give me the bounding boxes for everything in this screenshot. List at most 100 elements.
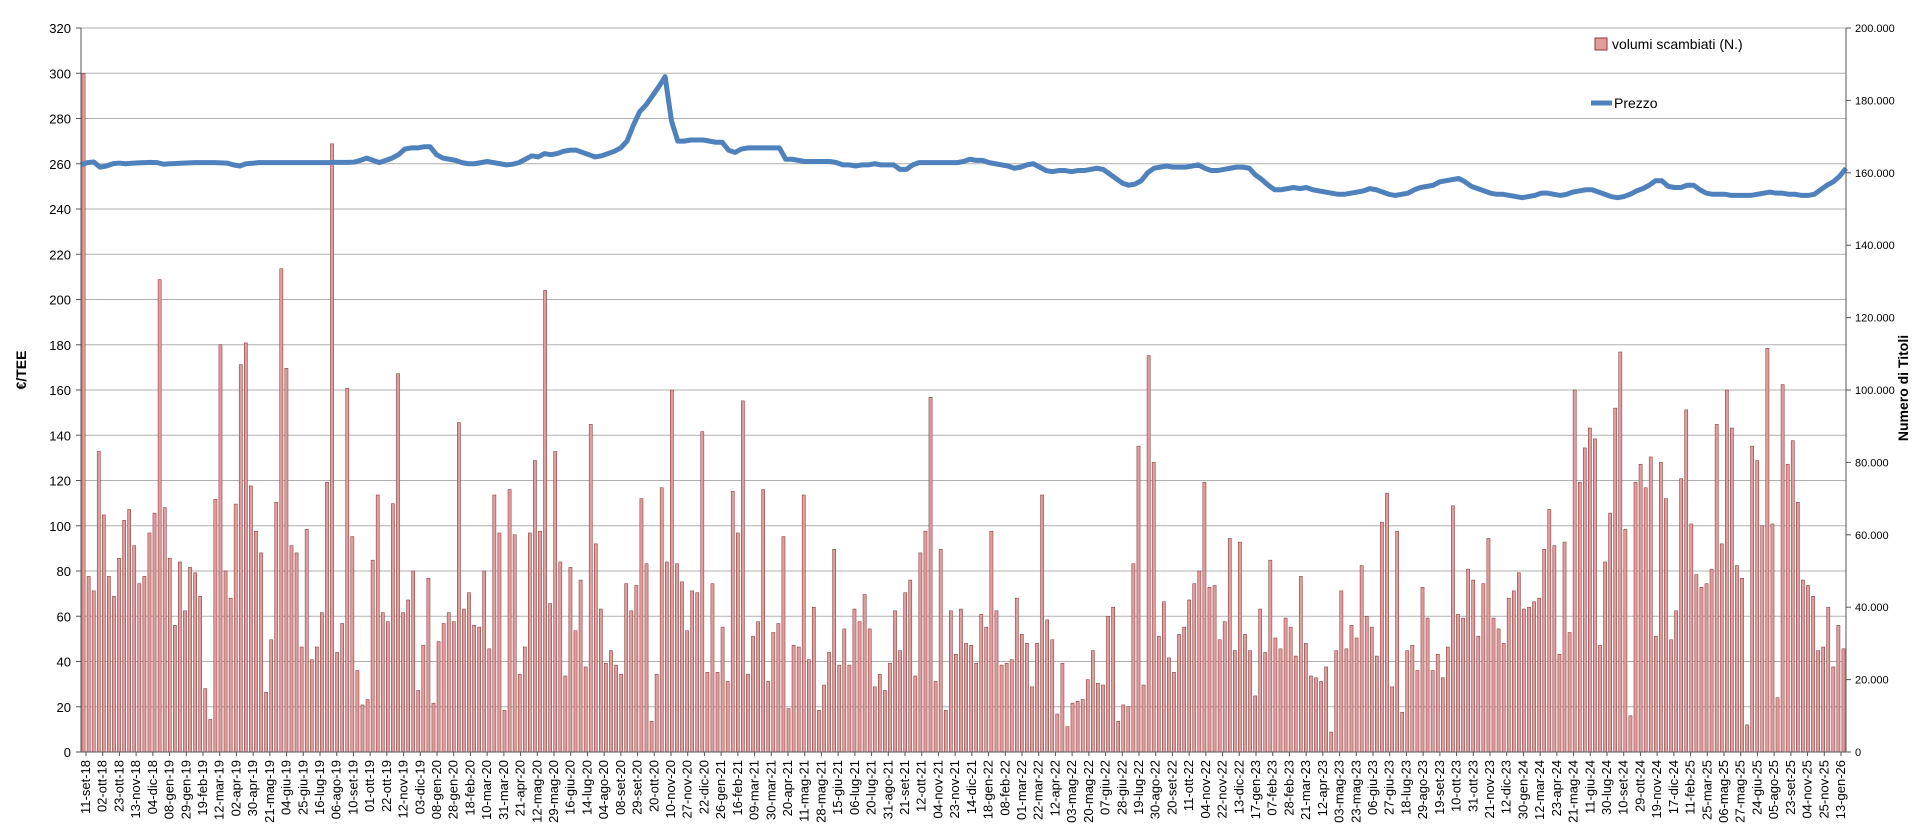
volume-bar: [1537, 597, 1541, 753]
x-tick-label: 03-mag-22: [1064, 760, 1079, 823]
volume-bar: [233, 503, 238, 753]
volume-bar: [467, 592, 471, 753]
x-tick-label: 20-apr-21: [780, 760, 795, 816]
x-tick-label: 11-feb-25: [1683, 760, 1698, 815]
x-tick-label: 19-feb-19: [195, 760, 210, 816]
volume-bar: [903, 592, 907, 753]
volume-bar: [923, 530, 928, 753]
volume-bar: [396, 373, 400, 753]
volume-bar: [1679, 478, 1683, 753]
volume-bar: [284, 368, 289, 753]
volume-bar: [512, 534, 517, 753]
volume-bar: [806, 659, 811, 753]
volume-bar: [1400, 711, 1405, 753]
volume-bar: [959, 608, 963, 753]
volume-bar: [1197, 570, 1202, 753]
volume-bar: [1014, 597, 1019, 753]
y-tick-left-label: 100: [49, 519, 71, 534]
volume-bar: [1623, 529, 1628, 753]
volume-bar: [1446, 646, 1450, 753]
volume-bar: [1811, 596, 1815, 753]
volume-bar: [386, 621, 390, 753]
volume-bar: [725, 681, 730, 753]
x-tick-label: 17-dic-24: [1666, 760, 1681, 814]
x-tick-label: 08-set-20: [613, 760, 628, 815]
y-tick-right-label: 60.000: [1855, 530, 1889, 542]
volume-bar: [1496, 628, 1501, 753]
volume-bar: [614, 664, 618, 753]
y-tick-left-label: 20: [57, 700, 71, 715]
x-tick-label: 21-apr-20: [513, 760, 528, 816]
volume-bar: [1156, 635, 1161, 753]
volume-bar: [365, 699, 370, 753]
volume-bar: [1106, 616, 1110, 753]
volume-bar: [852, 608, 857, 753]
y-tick-right-label: 100.000: [1855, 385, 1895, 397]
x-tick-label: 08-gen-20: [429, 760, 444, 819]
volume-bar: [421, 644, 426, 753]
volume-bar: [695, 592, 700, 753]
volume-bar: [1273, 637, 1278, 753]
volume-bar: [1577, 482, 1582, 753]
x-tick-label: 18-gen-22: [981, 760, 996, 819]
volume-bar: [1821, 646, 1825, 753]
volume-bar: [1506, 597, 1511, 753]
x-tick-label: 11-giu-24: [1582, 760, 1597, 814]
x-tick-label: 29-set-20: [630, 760, 645, 815]
volume-bar: [588, 424, 593, 753]
x-tick-label: 22-dic-20: [696, 760, 711, 814]
x-tick-label: 16-lug-19: [312, 760, 327, 815]
volume-bar: [1065, 726, 1070, 753]
y-tick-left-label: 240: [49, 202, 71, 217]
legend-swatch-volumi: [1594, 37, 1608, 51]
volume-bar: [167, 558, 172, 753]
volume-bar: [1410, 644, 1415, 753]
y-axis-left-ticks: 0 20 40 60 80 100 120 140 160 180 200 220 240 260 280 3…: [49, 21, 81, 760]
volume-bar: [1091, 650, 1095, 753]
volume-bar: [1354, 637, 1359, 753]
volume-bar: [1582, 447, 1587, 753]
x-tick-label: 19-lug-22: [1131, 760, 1146, 815]
y-tick-left-label: 60: [57, 609, 71, 624]
volume-bar: [1643, 487, 1648, 753]
volume-bar: [1050, 639, 1055, 753]
volume-bar: [213, 499, 218, 753]
volume-bar: [842, 628, 847, 753]
volume-bar: [791, 644, 796, 753]
volume-bar: [1395, 530, 1399, 753]
volume-bar: [730, 491, 735, 753]
volume-bar: [1222, 621, 1227, 753]
volume-bar: [1552, 545, 1557, 753]
volume-bar: [1760, 525, 1765, 753]
x-tick-label: 29-ott-24: [1632, 760, 1647, 812]
volume-bar: [1146, 355, 1151, 753]
x-tick-label: 14-lug-20: [579, 760, 594, 815]
volume-bar: [1730, 427, 1734, 753]
x-tick-label: 30-gen-24: [1515, 760, 1530, 819]
volume-bar: [380, 612, 385, 753]
x-tick-label: 09-mar-21: [747, 760, 762, 820]
volume-bar: [832, 549, 836, 753]
volume-bar: [1532, 601, 1536, 753]
volume-bar: [244, 342, 248, 753]
y-axis-left-label: €/TEE: [13, 351, 29, 390]
volume-bar: [715, 672, 720, 753]
volume-bar: [472, 625, 476, 753]
x-tick-label: 14-dic-21: [964, 760, 979, 814]
x-tick-label: 23-set-25: [1783, 760, 1798, 815]
volume-bar: [999, 664, 1004, 753]
volume-bar: [477, 626, 481, 753]
x-tick-label: 22-nov-22: [1215, 760, 1230, 819]
volume-bar: [1040, 494, 1044, 753]
volume-bar: [1476, 635, 1481, 753]
y-tick-right-label: 180.000: [1855, 95, 1895, 107]
x-tick-label: 08-gen-19: [162, 760, 177, 819]
volume-bar: [269, 639, 274, 753]
x-tick-label: 23-mag-23: [1348, 760, 1363, 823]
volume-bar: [320, 612, 324, 753]
volume-bar: [1816, 650, 1820, 753]
volume-bar: [264, 692, 268, 753]
x-tick-label: 12-ott-21: [914, 760, 929, 812]
volume-bar: [1324, 666, 1328, 753]
volume-bar: [690, 590, 694, 753]
